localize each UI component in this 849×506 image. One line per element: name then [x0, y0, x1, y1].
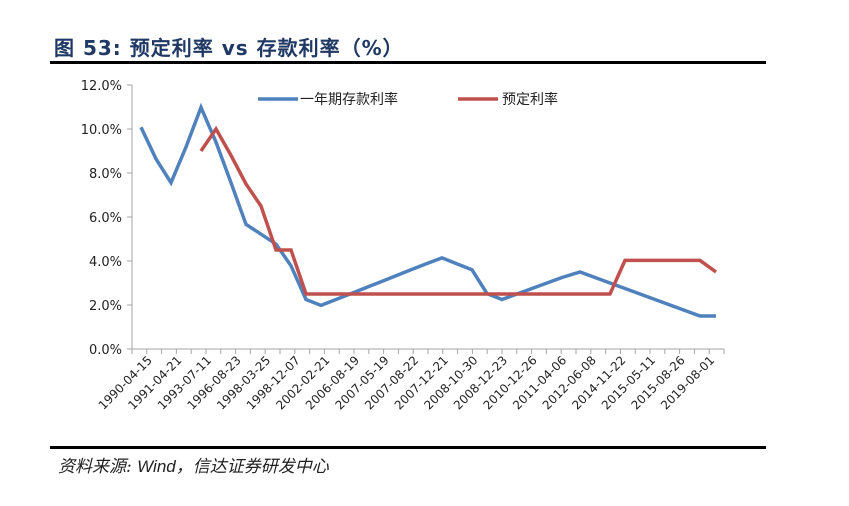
x-axis: 1990-04-151991-04-211993-07-111996-08-23… [96, 348, 725, 412]
source-prefix: 资料来源: [58, 457, 138, 477]
source-note: 资料来源: Wind，信达证券研发中心 [58, 452, 329, 477]
legend: 一年期存款利率 预定利率 [258, 91, 558, 108]
y-tick-label: 8.0% [89, 167, 122, 182]
series-lines [139, 102, 718, 318]
top-rule [50, 61, 766, 64]
y-tick-label: 4.0% [89, 255, 122, 270]
legend-deposit-label: 一年期存款利率 [300, 91, 398, 108]
bottom-rule [50, 446, 766, 449]
y-tick-label: 6.0% [89, 211, 122, 226]
preset-rate-line [199, 125, 718, 296]
y-axis: 0.0% 2.0% 4.0% 6.0% 8.0% 10.0% 12.0% [81, 79, 133, 358]
legend-preset-label: 预定利率 [502, 91, 558, 108]
y-tick-label: 12.0% [81, 79, 122, 94]
y-tick-label: 10.0% [81, 123, 122, 138]
source-wind: Wind [137, 457, 176, 476]
y-tick-label: 2.0% [89, 299, 122, 314]
deposit-rate-line [139, 102, 716, 318]
source-suffix: ，信达证券研发中心 [175, 457, 329, 477]
y-tick-label: 0.0% [89, 343, 122, 358]
figure-title: 图 53: 预定利率 vs 存款利率（%） [54, 36, 404, 60]
